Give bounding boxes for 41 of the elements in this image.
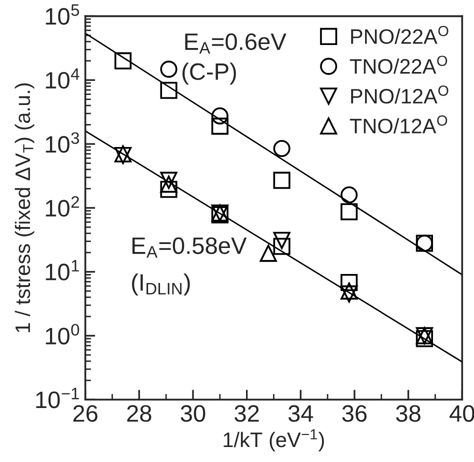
point bbox=[273, 172, 290, 189]
legend-label: PNO/22A$^{O}$ bbox=[351, 26, 448, 44]
y-axis-title: 1 / tstress (fixed ΔV$_{T}$) (a.u.) bbox=[14, 83, 34, 332]
point bbox=[340, 186, 358, 204]
x-tick-label: 28 bbox=[127, 405, 152, 422]
point bbox=[273, 232, 290, 249]
x-tick-label: 38 bbox=[396, 405, 420, 422]
y-tick-label: 10$^{3}$ bbox=[46, 132, 80, 153]
y-tick-label: 10$^{4}$ bbox=[46, 68, 80, 89]
x-tick-label: 36 bbox=[342, 405, 367, 422]
y-tick-label: 10$^{0}$ bbox=[46, 324, 80, 344]
point bbox=[340, 203, 358, 220]
point bbox=[340, 282, 358, 300]
x-tick-label: 32 bbox=[234, 405, 259, 422]
y-tick-label: 10$^{5}$ bbox=[46, 4, 80, 25]
annotation: E$_{A}$=0.6eV bbox=[185, 33, 286, 54]
annotation: (I$_{DLIN}$) bbox=[132, 273, 190, 296]
x-tick-label: 40 bbox=[450, 405, 474, 422]
annotation: (C-P) bbox=[182, 62, 236, 85]
point bbox=[340, 274, 358, 292]
annotation: E$_{A}$=0.58eV bbox=[132, 237, 247, 258]
x-axis-title: 1/kT (eV$^{−1}$) bbox=[224, 429, 324, 452]
x-tick-label: 34 bbox=[288, 405, 314, 422]
point bbox=[160, 180, 178, 198]
point bbox=[260, 244, 277, 262]
point bbox=[416, 330, 434, 348]
legend-label: TNO/12A$^{O}$ bbox=[350, 115, 448, 134]
y-tick-label: 10$^{1}$ bbox=[46, 260, 79, 280]
point bbox=[160, 82, 178, 99]
point bbox=[160, 60, 178, 78]
legend-label: PNO/12A$^{O}$ bbox=[351, 86, 448, 104]
point bbox=[114, 52, 132, 70]
point bbox=[160, 172, 178, 189]
point bbox=[160, 176, 178, 193]
point bbox=[211, 118, 228, 135]
y-tick-label: 10$^{2}$ bbox=[46, 196, 79, 217]
point bbox=[273, 238, 290, 255]
legend-label: TNO/22A$^{O}$ bbox=[350, 56, 448, 74]
point bbox=[211, 107, 228, 124]
point bbox=[273, 140, 290, 158]
x-tick-label: 30 bbox=[180, 405, 206, 422]
